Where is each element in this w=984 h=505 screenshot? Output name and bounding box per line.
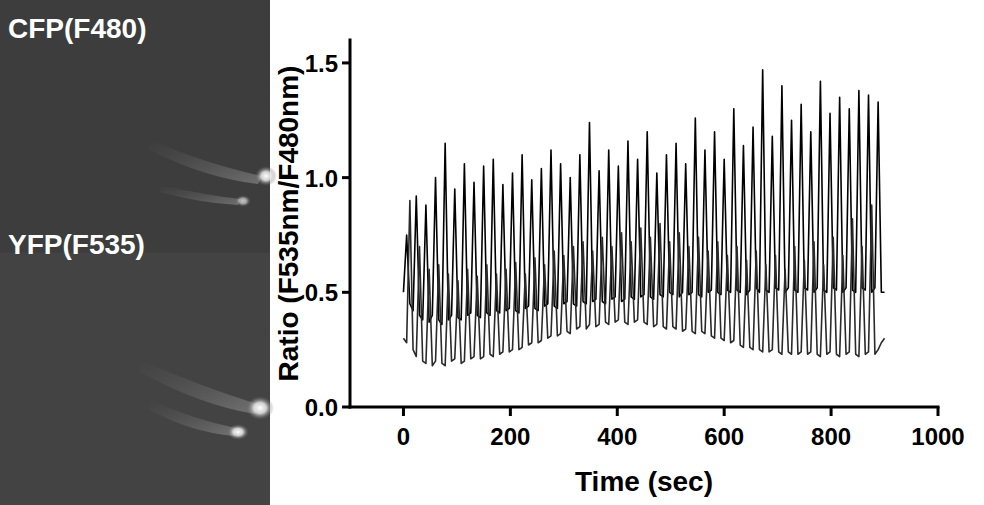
- x-tick: [937, 407, 940, 416]
- y-tick-label: 0.0: [305, 394, 338, 421]
- x-tick-label: 600: [704, 423, 744, 450]
- x-tick-label: 800: [811, 423, 851, 450]
- series-line: [403, 201, 884, 366]
- y-axis-line: [349, 40, 352, 407]
- y-tick: [342, 176, 350, 179]
- plot-area: [403, 70, 884, 366]
- cell-spot: [246, 396, 274, 420]
- image-label: CFP(F480): [8, 13, 146, 44]
- cell-streak: [150, 400, 236, 436]
- y-tick: [342, 291, 350, 294]
- x-tick: [509, 407, 512, 416]
- image-panel: CFP(F480) YFP(F535): [0, 0, 277, 505]
- cell-streak: [160, 185, 240, 205]
- x-axis-line: [350, 406, 938, 409]
- x-tick-label: 400: [597, 423, 637, 450]
- x-tick-label: 1000: [911, 423, 964, 450]
- x-tick-label: 200: [490, 423, 530, 450]
- chart: 0 200 400 600 800 1000 0.0 0.5 1.0 1.5 Time (sec) R…: [273, 40, 965, 497]
- y-tick-label: 1.5: [305, 50, 338, 77]
- y-tick: [342, 61, 350, 64]
- cell-spot: [235, 195, 251, 207]
- image-background: [0, 0, 270, 505]
- figure: CFP(F480) YFP(F535) 0 200 400 600 800 1000 0.0 0.…: [0, 0, 984, 505]
- x-tick-label: 0: [397, 423, 410, 450]
- y-tick-label: 0.5: [305, 279, 338, 306]
- x-tick: [616, 407, 619, 416]
- x-tick: [402, 407, 405, 416]
- y-tick: [342, 406, 350, 409]
- x-tick: [723, 407, 726, 416]
- y-tick-label: 1.0: [305, 165, 338, 192]
- cell-streak: [150, 140, 262, 184]
- x-axis-title: Time (sec): [575, 466, 713, 497]
- image-label: YFP(F535): [8, 229, 145, 260]
- image-cfp-field: [0, 0, 270, 253]
- y-axis-title: Ratio (F535nm/F480nm): [273, 66, 304, 382]
- x-tick: [830, 407, 833, 416]
- cell-spot: [227, 424, 249, 440]
